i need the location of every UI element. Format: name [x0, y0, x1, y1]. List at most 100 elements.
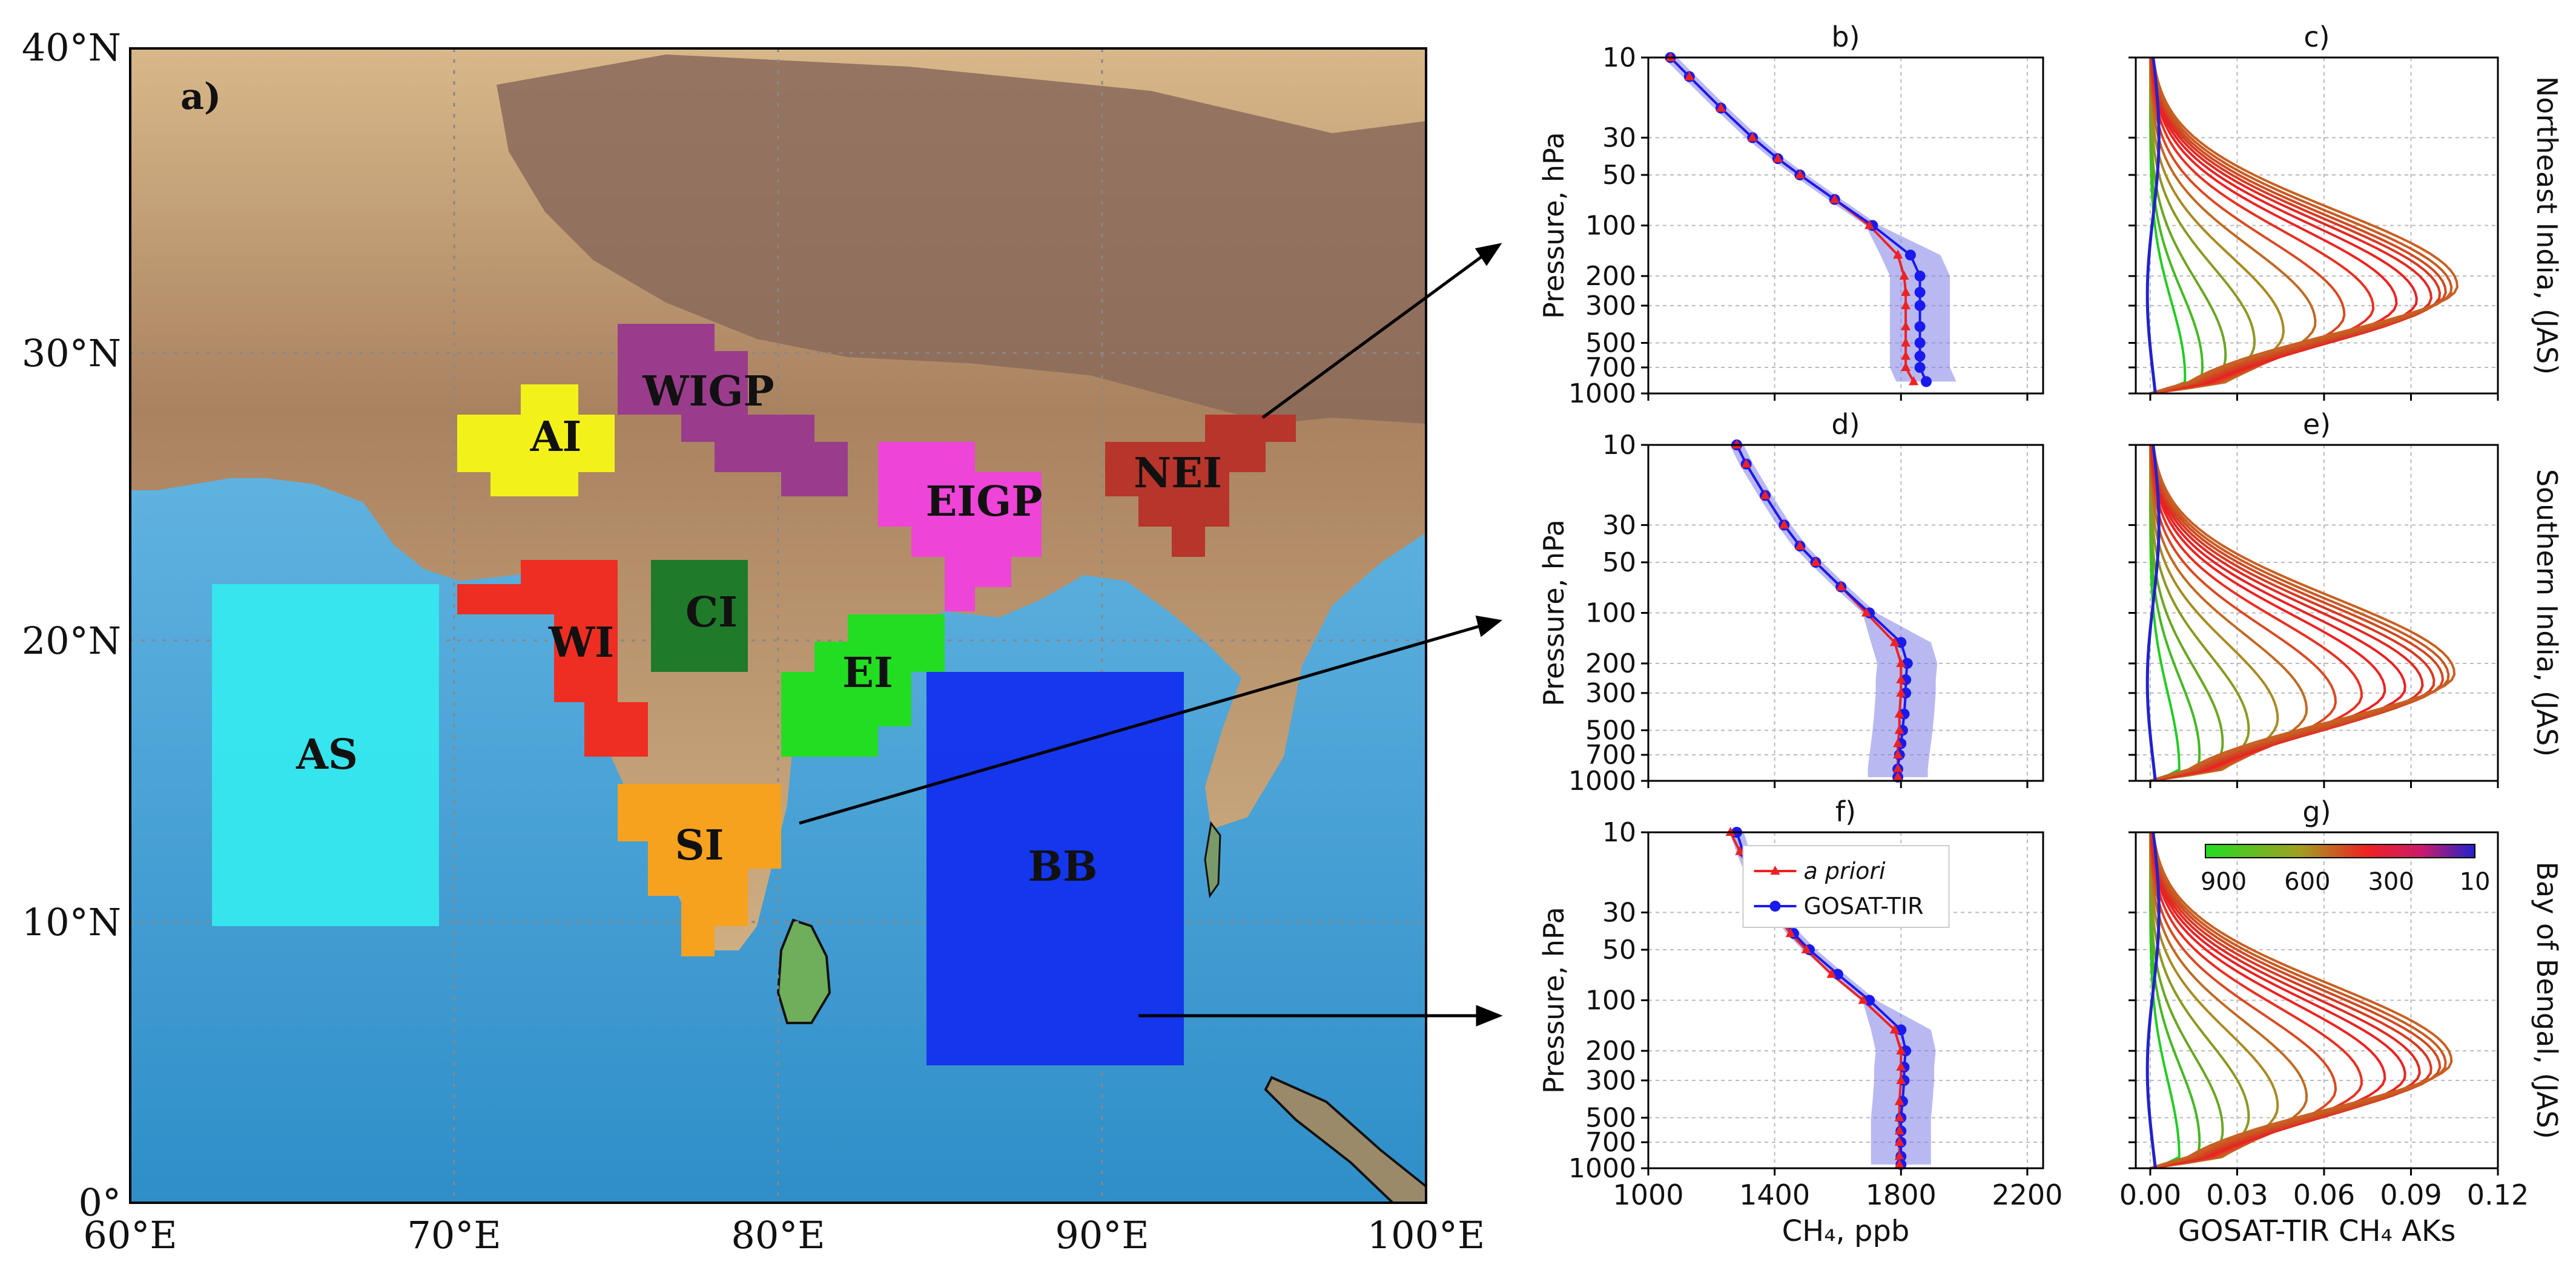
x-tick-label: 1000 — [1613, 1179, 1683, 1211]
row-label: Southern India, (JAS) — [2531, 469, 2563, 757]
legend-marker-gosat — [1769, 901, 1781, 912]
region-EI — [781, 614, 945, 757]
point-apriori — [1894, 725, 1904, 734]
point-apriori — [1735, 846, 1745, 855]
y-tick-label: 700 — [1585, 352, 1636, 383]
label-AI: AI — [530, 413, 582, 461]
point-apriori — [1889, 1024, 1900, 1034]
legend-marker-apriori — [1770, 866, 1780, 875]
y-tick-label: 10 — [1602, 817, 1636, 848]
map-xtick: 90°E — [1055, 1213, 1149, 1257]
point-gosat — [1921, 376, 1932, 387]
point-apriori — [1893, 738, 1903, 748]
ak-curve — [2150, 57, 2442, 395]
panel-title: f) — [1835, 795, 1856, 828]
point-apriori — [1896, 674, 1906, 683]
tibetan-plateau — [497, 54, 1426, 424]
legend-label-gosat: GOSAT-TIR — [1803, 893, 1923, 919]
y-tick-label: 500 — [1585, 1102, 1636, 1133]
point-gosat — [1914, 300, 1926, 311]
arrows — [799, 243, 1503, 1027]
ak-panel-g: 0.00 0.03 0.06 0.09 0.12 g) GOSAT-TIR CH₄ AKs 9… — [2119, 795, 2563, 1248]
label-EIGP: EIGP — [926, 478, 1043, 526]
ak-curve — [2150, 57, 2459, 395]
y-tick-label: 200 — [1585, 648, 1636, 679]
point-gosat — [1914, 271, 1926, 282]
point-gosat — [1914, 286, 1926, 298]
ak-curve — [2149, 832, 2308, 1169]
ak-curve — [2149, 444, 2308, 782]
panel-title: b) — [1831, 21, 1860, 53]
map-xtick: 70°E — [407, 1213, 501, 1257]
ak-curve-top — [2145, 57, 2161, 394]
region-CI — [651, 560, 748, 672]
ak-panel-e: e) Southern India, (JAS) — [2129, 408, 2563, 788]
ak-curve — [2150, 57, 2453, 395]
label-WI: WI — [548, 619, 614, 667]
label-AS: AS — [296, 731, 358, 779]
y-tick-label: 1000 — [1568, 766, 1636, 797]
label-EI: EI — [842, 649, 893, 697]
y-tick-label: 300 — [1585, 1065, 1636, 1096]
x-tick-label: 0.06 — [2293, 1179, 2355, 1211]
point-apriori — [1893, 249, 1903, 259]
legend — [1742, 845, 1950, 928]
y-tick-label: 50 — [1602, 547, 1636, 578]
y-tick-label: 10 — [1602, 42, 1636, 73]
point-gosat — [1914, 337, 1926, 349]
y-axis-label: Pressure, hPa — [1537, 907, 1570, 1094]
sri-lanka — [776, 918, 831, 1024]
andaman-islands — [1204, 821, 1221, 899]
point-apriori — [1684, 71, 1694, 81]
point-apriori — [1811, 556, 1821, 566]
y-tick-label: 50 — [1602, 935, 1636, 965]
map-xtick: 60°E — [83, 1213, 177, 1257]
point-apriori — [1899, 271, 1909, 280]
y-tick-label: 100 — [1585, 598, 1636, 629]
ak-curve — [2150, 444, 2436, 782]
ak-curve — [2149, 57, 2285, 395]
panel-title: g) — [2302, 795, 2331, 828]
x-tick-label: 0.12 — [2467, 1179, 2529, 1211]
y-tick-label: 30 — [1602, 122, 1636, 153]
ak-curve-top — [2145, 444, 2161, 781]
point-apriori — [1748, 132, 1758, 142]
point-apriori — [1779, 519, 1789, 529]
map-frame — [129, 47, 1427, 1204]
y-tick-label: 1000 — [1568, 378, 1636, 409]
y-tick-label: 100 — [1585, 985, 1636, 1016]
point-apriori — [1901, 300, 1911, 309]
point-apriori — [1901, 350, 1911, 360]
point-apriori — [1901, 362, 1911, 372]
colorbar-tick-label: 600 — [2284, 868, 2330, 896]
x-tick-label: 2200 — [1992, 1179, 2062, 1211]
y-tick-label: 300 — [1585, 678, 1636, 709]
point-gosat — [1914, 362, 1926, 373]
x-tick-label: 1400 — [1739, 1179, 1810, 1211]
x-tick-label: 0.03 — [2206, 1179, 2268, 1211]
label-SI: SI — [675, 821, 724, 870]
x-tick-label: 1800 — [1866, 1179, 1937, 1211]
y-axis-label: Pressure, hPa — [1537, 132, 1570, 319]
panel-title: c) — [2304, 21, 2330, 53]
label-NEI: NEI — [1134, 449, 1222, 498]
region-AI — [457, 384, 615, 496]
point-apriori — [1741, 458, 1751, 468]
panel-label-a: a) — [180, 76, 221, 118]
point-apriori — [1864, 220, 1875, 229]
ak-curve — [2150, 57, 2447, 395]
map-ytick: 10°N — [22, 900, 121, 944]
y-tick-label: 10 — [1602, 430, 1636, 461]
point-apriori — [1801, 944, 1811, 953]
region-EIGP — [878, 442, 1042, 611]
region-WI — [457, 560, 648, 757]
x-tick-label: 0.00 — [2119, 1179, 2181, 1211]
point-gosat — [1914, 350, 1926, 362]
ak-curve-top — [2145, 832, 2161, 1169]
x-axis-label: CH₄, ppb — [1782, 1214, 1910, 1248]
ak-curve — [2150, 832, 2442, 1169]
